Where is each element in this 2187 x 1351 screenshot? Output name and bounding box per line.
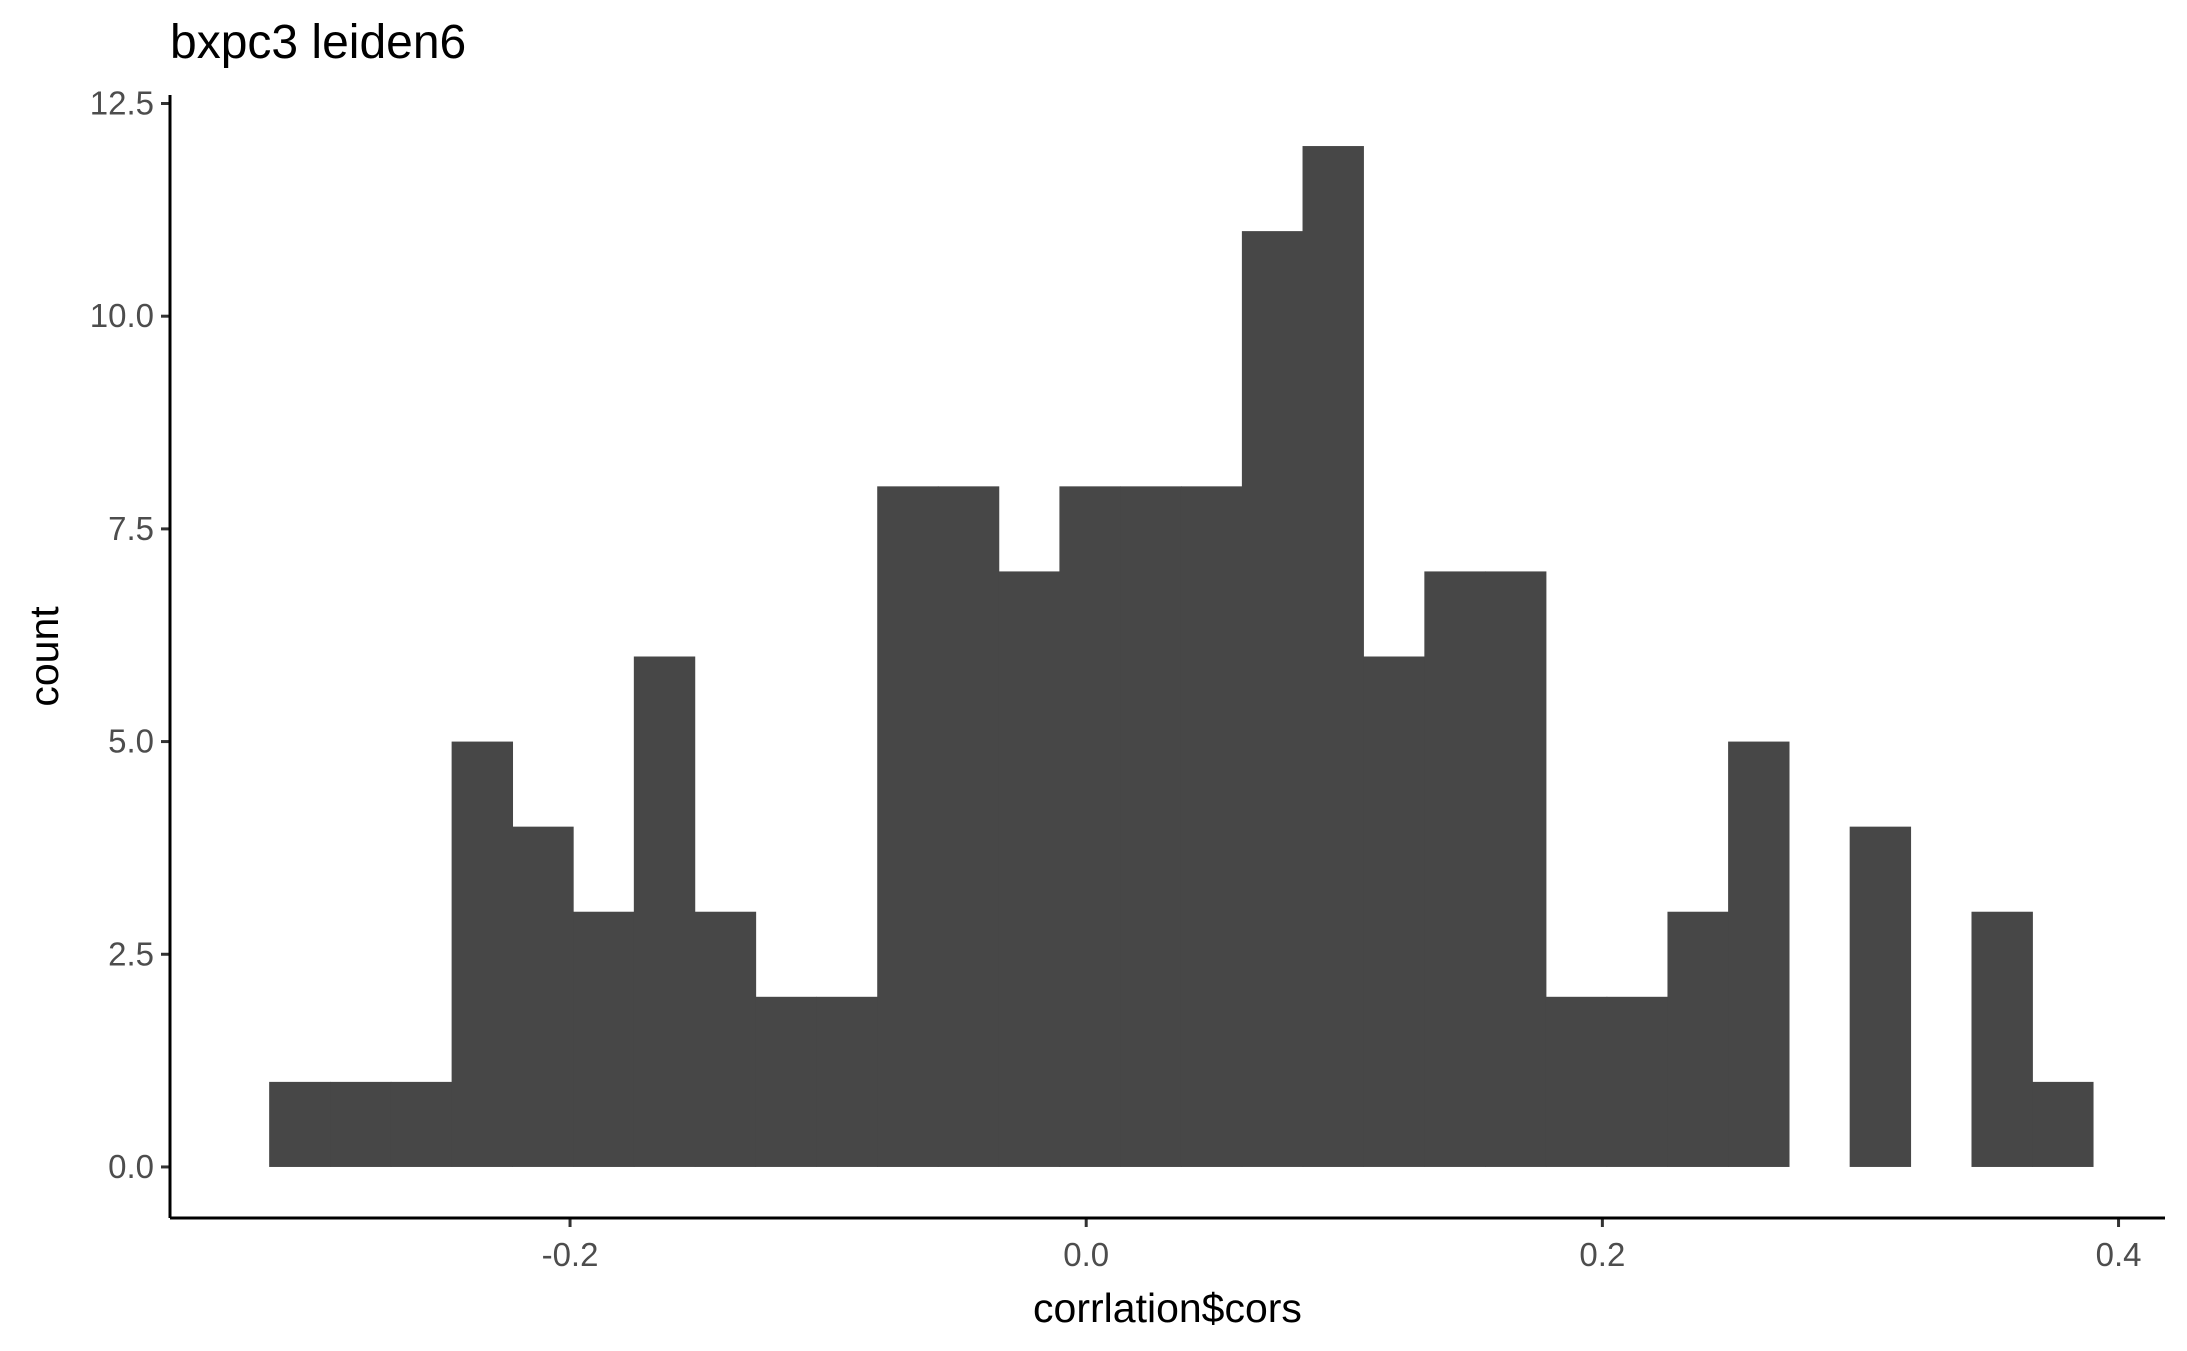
histogram-bar <box>1120 486 1182 1167</box>
histogram-bar <box>1849 826 1912 1167</box>
histogram-bar <box>269 1081 331 1167</box>
histogram-bar <box>330 1081 392 1167</box>
y-tick-label: 10.0 <box>90 297 154 334</box>
histogram-bar <box>694 911 757 1167</box>
x-tick-label: 0.4 <box>2096 1236 2142 1273</box>
y-tick-label: 2.5 <box>108 935 154 972</box>
histogram-bar <box>1363 656 1425 1167</box>
histogram-bar <box>816 996 878 1167</box>
histogram-bar <box>1241 231 1304 1167</box>
x-axis-title: corrlation$cors <box>1033 1285 1302 1331</box>
histogram-bar <box>1302 146 1364 1167</box>
y-tick-label: 5.0 <box>108 723 154 760</box>
histogram-bar <box>512 826 574 1167</box>
histogram-bar <box>1059 486 1121 1167</box>
y-tick-label: 0.0 <box>108 1148 154 1185</box>
histogram-bar <box>998 571 1061 1167</box>
histogram-bar <box>1606 996 1668 1167</box>
x-tick-label: 0.2 <box>1579 1236 1625 1273</box>
histogram-bar <box>451 741 514 1167</box>
histogram-bar <box>1485 571 1547 1167</box>
y-tick-label: 7.5 <box>108 510 154 547</box>
histogram-bar <box>1971 911 2033 1167</box>
histogram-bar <box>877 486 939 1167</box>
histogram-bar <box>573 911 635 1167</box>
y-tick-label: 12.5 <box>90 85 154 122</box>
histogram-bar <box>390 1081 453 1167</box>
x-tick-label: 0.0 <box>1063 1236 1109 1273</box>
x-tick-label: -0.2 <box>542 1236 599 1273</box>
histogram-bar <box>937 486 1000 1167</box>
histogram-bar <box>1180 486 1243 1167</box>
chart-title: bxpc3 leiden6 <box>170 16 466 69</box>
y-axis-title: count <box>21 606 67 707</box>
histogram-bar <box>1667 911 1729 1167</box>
y-axis-ticks: 0.0 2.5 5.0 7.5 10.0 12.5 <box>90 85 170 1185</box>
x-axis-ticks: -0.2 0.0 0.2 0.4 <box>542 1218 2142 1273</box>
histogram-bar <box>2032 1081 2094 1167</box>
histogram-bar <box>1424 571 1486 1167</box>
histogram-bars <box>269 146 2094 1167</box>
histogram-bar <box>633 656 696 1167</box>
histogram-bar <box>755 996 817 1167</box>
histogram-bar <box>1728 741 1790 1167</box>
histogram-bar <box>1545 996 1608 1167</box>
